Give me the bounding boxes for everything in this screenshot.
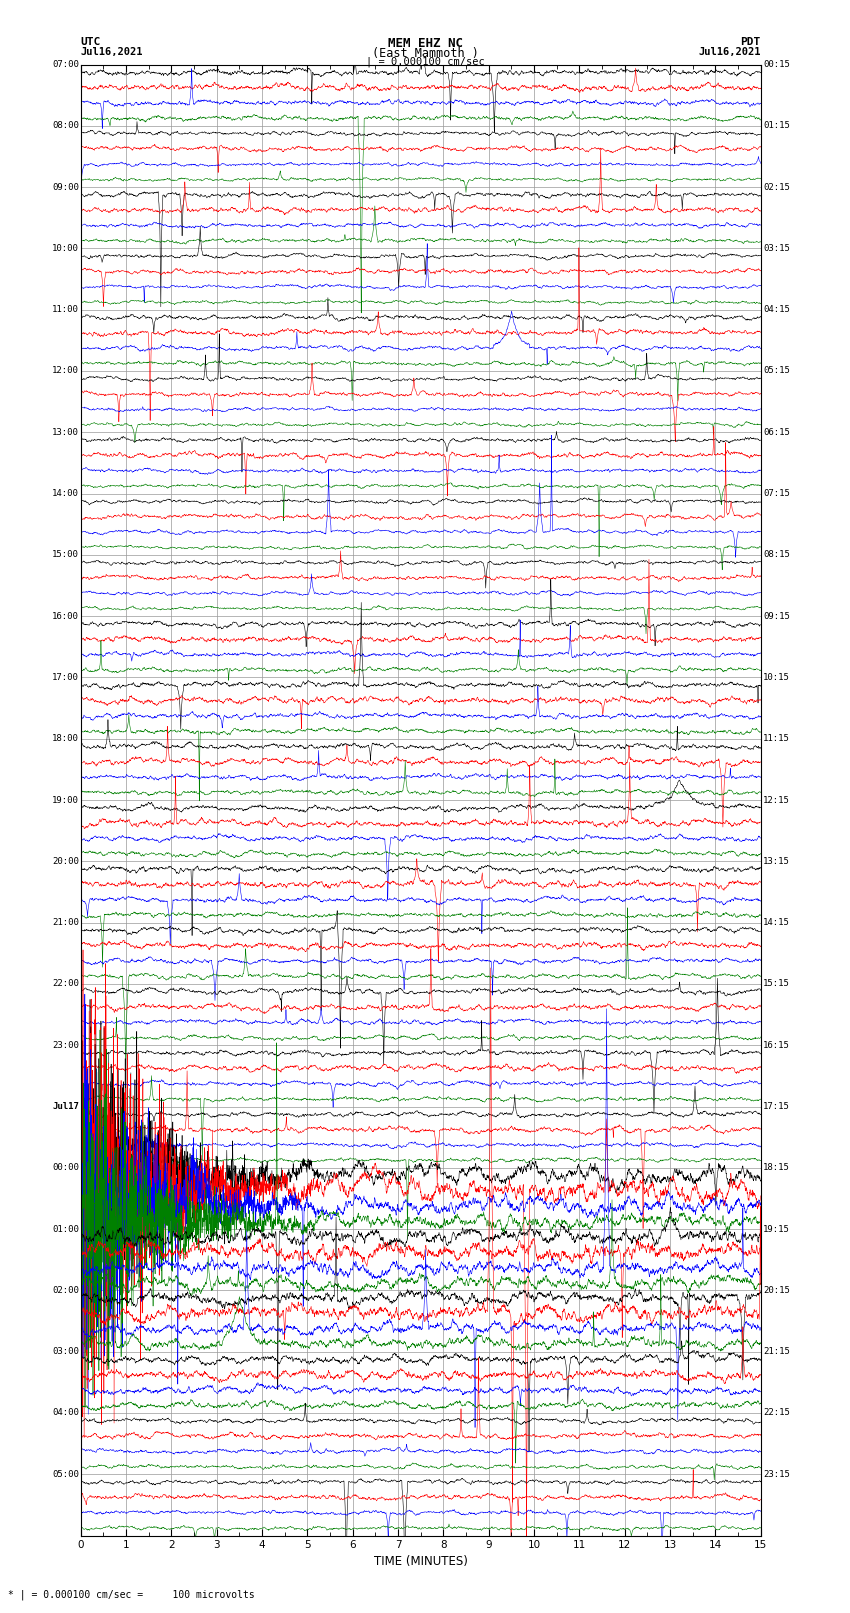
Text: 19:00: 19:00	[52, 795, 79, 805]
Text: 02:00: 02:00	[52, 1286, 79, 1295]
Text: 03:00: 03:00	[52, 1347, 79, 1357]
Text: MEM EHZ NC: MEM EHZ NC	[388, 37, 462, 50]
Text: 18:15: 18:15	[763, 1163, 791, 1173]
Text: 08:15: 08:15	[763, 550, 791, 560]
Text: 13:00: 13:00	[52, 427, 79, 437]
Text: 09:00: 09:00	[52, 182, 79, 192]
Text: Jul16,2021: Jul16,2021	[698, 47, 761, 56]
Text: 23:00: 23:00	[52, 1040, 79, 1050]
Text: 04:15: 04:15	[763, 305, 791, 315]
Text: 13:15: 13:15	[763, 857, 791, 866]
Text: 22:15: 22:15	[763, 1408, 791, 1418]
Text: 08:00: 08:00	[52, 121, 79, 131]
Text: 16:00: 16:00	[52, 611, 79, 621]
Text: 12:00: 12:00	[52, 366, 79, 376]
Text: 20:00: 20:00	[52, 857, 79, 866]
Text: 11:15: 11:15	[763, 734, 791, 744]
Text: 23:15: 23:15	[763, 1469, 791, 1479]
Text: 06:15: 06:15	[763, 427, 791, 437]
Text: 00:00: 00:00	[52, 1163, 79, 1173]
Text: 01:15: 01:15	[763, 121, 791, 131]
Text: 02:15: 02:15	[763, 182, 791, 192]
Text: 16:15: 16:15	[763, 1040, 791, 1050]
Text: 15:00: 15:00	[52, 550, 79, 560]
Text: 15:15: 15:15	[763, 979, 791, 989]
Text: 07:15: 07:15	[763, 489, 791, 498]
Text: 14:15: 14:15	[763, 918, 791, 927]
Text: 22:00: 22:00	[52, 979, 79, 989]
Text: 12:15: 12:15	[763, 795, 791, 805]
Text: 00:15: 00:15	[763, 60, 791, 69]
Text: 20:15: 20:15	[763, 1286, 791, 1295]
Text: | = 0.000100 cm/sec: | = 0.000100 cm/sec	[366, 56, 484, 68]
Text: 19:15: 19:15	[763, 1224, 791, 1234]
Text: 01:00: 01:00	[52, 1224, 79, 1234]
Text: 21:15: 21:15	[763, 1347, 791, 1357]
Text: 21:00: 21:00	[52, 918, 79, 927]
Text: 18:00: 18:00	[52, 734, 79, 744]
Text: UTC: UTC	[81, 37, 101, 47]
Text: 09:15: 09:15	[763, 611, 791, 621]
Text: 04:00: 04:00	[52, 1408, 79, 1418]
Text: (East Mammoth ): (East Mammoth )	[371, 47, 479, 60]
Text: 17:00: 17:00	[52, 673, 79, 682]
Text: PDT: PDT	[740, 37, 761, 47]
Text: 10:15: 10:15	[763, 673, 791, 682]
Text: 14:00: 14:00	[52, 489, 79, 498]
Text: 03:15: 03:15	[763, 244, 791, 253]
X-axis label: TIME (MINUTES): TIME (MINUTES)	[374, 1555, 468, 1568]
Text: 10:00: 10:00	[52, 244, 79, 253]
Text: Jul16,2021: Jul16,2021	[81, 47, 144, 56]
Text: * | = 0.000100 cm/sec =     100 microvolts: * | = 0.000100 cm/sec = 100 microvolts	[8, 1589, 255, 1600]
Text: Jul17: Jul17	[52, 1102, 79, 1111]
Text: 05:15: 05:15	[763, 366, 791, 376]
Text: 17:15: 17:15	[763, 1102, 791, 1111]
Text: 05:00: 05:00	[52, 1469, 79, 1479]
Text: 11:00: 11:00	[52, 305, 79, 315]
Text: 07:00: 07:00	[52, 60, 79, 69]
